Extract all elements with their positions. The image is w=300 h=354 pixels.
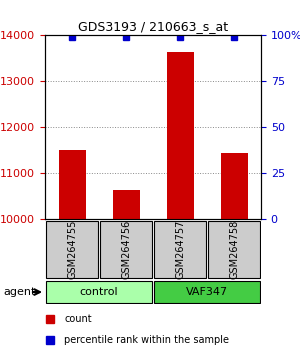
FancyBboxPatch shape [208,221,260,279]
Text: VAF347: VAF347 [186,287,228,297]
Text: percentile rank within the sample: percentile rank within the sample [64,335,229,345]
Bar [112,190,140,219]
Text: GSM264757: GSM264757 [175,220,185,279]
FancyBboxPatch shape [46,281,152,303]
Text: agent: agent [3,287,35,297]
Text: control: control [80,287,118,297]
FancyBboxPatch shape [154,221,206,279]
Bar [167,51,194,219]
Text: GSM264758: GSM264758 [229,220,239,279]
Text: count: count [64,314,92,324]
Title: GDS3193 / 210663_s_at: GDS3193 / 210663_s_at [78,20,228,33]
Bar [220,153,248,219]
FancyBboxPatch shape [154,281,260,303]
FancyBboxPatch shape [46,221,98,279]
Bar [58,150,85,219]
FancyBboxPatch shape [100,221,152,279]
Text: GSM264755: GSM264755 [67,220,77,279]
Text: GSM264756: GSM264756 [121,220,131,279]
